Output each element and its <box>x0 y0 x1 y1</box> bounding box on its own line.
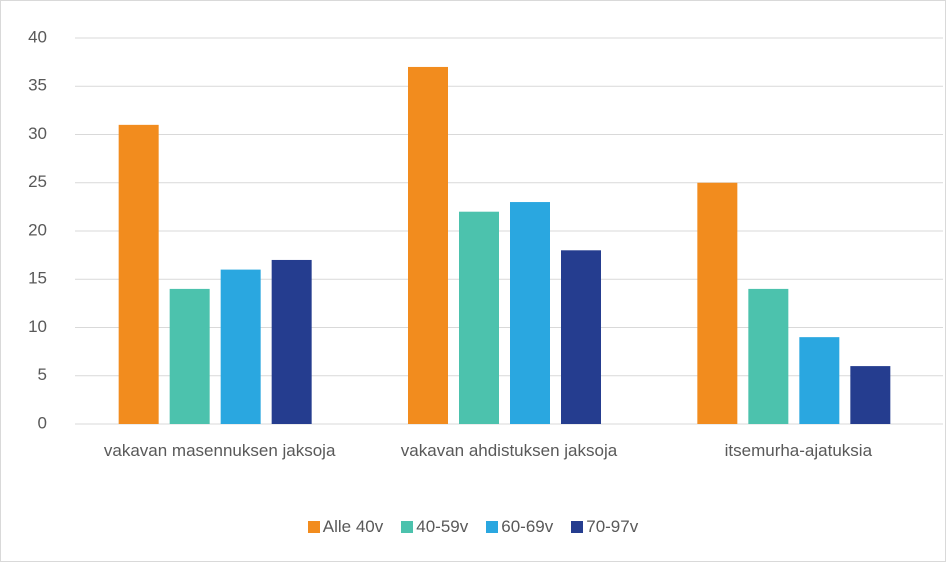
y-tick-label: 40 <box>28 27 47 46</box>
bar <box>118 124 159 424</box>
y-tick-label: 35 <box>28 76 47 95</box>
legend: Alle 40v 40-59v 60-69v 70-97v <box>0 517 946 537</box>
x-tick-label: itsemurha-ajatuksia <box>724 441 873 460</box>
legend-swatch <box>401 521 414 533</box>
legend-swatch <box>486 521 499 533</box>
y-tick-label: 30 <box>28 124 47 143</box>
legend-item: Alle 40v <box>307 517 384 537</box>
legend-swatch <box>571 521 584 533</box>
legend-label: Alle 40v <box>322 517 384 536</box>
x-tick-label: vakavan masennuksen jaksoja <box>103 441 336 460</box>
bar <box>799 337 840 424</box>
legend-label: 60-69v <box>501 517 554 536</box>
legend-item: 70-97v <box>571 517 638 537</box>
bar <box>850 366 891 424</box>
bar <box>748 288 789 424</box>
y-tick-label: 15 <box>28 269 47 288</box>
legend-label: 40-59v <box>416 517 469 536</box>
bar <box>220 269 261 424</box>
legend-item: 60-69v <box>486 517 553 537</box>
y-tick-label: 10 <box>28 317 47 336</box>
bar <box>561 250 601 424</box>
y-tick-label: 20 <box>28 220 47 239</box>
y-tick-label: 0 <box>38 413 47 432</box>
y-tick-label: 25 <box>28 172 47 191</box>
bar <box>408 66 448 424</box>
bar <box>510 202 550 424</box>
bar <box>459 211 499 424</box>
x-tick-label: vakavan ahdistuksen jaksoja <box>400 441 618 460</box>
y-tick-label: 5 <box>38 365 47 384</box>
bar <box>697 182 738 424</box>
legend-item: 40-59v <box>401 517 468 537</box>
legend-label: 70-97v <box>586 517 639 536</box>
legend-swatch <box>307 521 320 533</box>
bar <box>271 259 312 424</box>
bar <box>169 288 210 424</box>
